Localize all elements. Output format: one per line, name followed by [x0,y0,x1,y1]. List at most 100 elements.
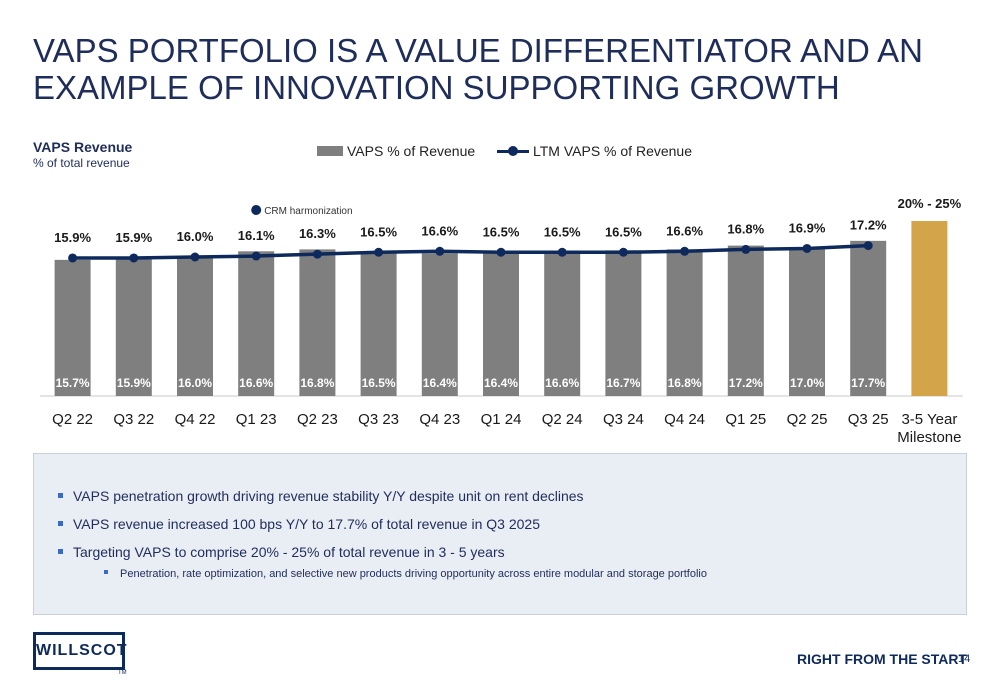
annotation-marker [251,205,262,215]
bullet-item: VAPS penetration growth driving revenue … [58,488,584,504]
bar [238,251,275,396]
x-tick-label: Q3 23 [358,411,399,428]
ltm-point [68,253,78,263]
bar [727,245,764,396]
ltm-value-label: 16.6% [666,223,703,238]
x-tick-label: 3-5 Year [901,411,957,428]
ltm-line [72,243,869,260]
bar-value-label: 16.7% [606,376,640,390]
x-tick-label: Milestone [897,429,961,446]
legend-label-line: LTM VAPS % of Revenue [533,143,692,159]
bar-value-label: 15.9% [117,376,151,390]
x-tick-label: Q2 24 [542,411,583,428]
bar [177,257,213,396]
bullet-item: VAPS revenue increased 100 bps Y/Y to 17… [58,516,540,532]
bar-value-label: 16.4% [484,376,518,390]
x-tick-label: Q2 23 [297,411,338,428]
ltm-value-label: 15.9% [54,230,91,245]
milestone-bar [911,221,948,396]
x-tick-label: Q3 22 [113,411,154,428]
ltm-point [863,241,873,251]
ltm-point [190,252,200,262]
bar-value-label: 16.8% [668,376,702,390]
bar [666,249,703,396]
tagline: RIGHT FROM THE START [797,651,968,667]
ltm-point [802,243,812,253]
logo-trademark: TM [118,670,127,676]
ltm-point [251,251,261,261]
bar-value-label: 16.6% [545,376,579,390]
ltm-value-label: 16.3% [299,226,336,241]
bar [421,253,458,396]
ltm-value-label: 15.9% [115,230,152,245]
bar-value-label: 15.7% [56,376,90,390]
bar [605,250,642,396]
bullet-marker [58,548,63,554]
x-tick-label: Q1 23 [236,411,277,428]
legend-label-bars: VAPS % of Revenue [347,143,476,159]
ltm-value-label: 16.6% [421,223,458,238]
x-tick-label: Q2 22 [52,411,93,428]
bar-value-label: 17.7% [851,376,885,390]
ltm-value-label: 16.5% [605,224,642,239]
notes-panel [33,453,967,615]
ltm-point [496,247,506,257]
ltm-point [435,246,445,256]
ltm-value-label: 16.1% [238,228,275,243]
willscot-logo: WILLSCOT [33,632,127,670]
ltm-value-label: 16.5% [483,224,520,239]
bullet-text: VAPS revenue increased 100 bps Y/Y to 17… [73,516,540,532]
x-tick-label: Q1 24 [481,411,522,428]
legend-item-bars: VAPS % of Revenue [317,143,475,159]
bar-value-label: 17.2% [729,376,763,390]
bar-value-label: 16.6% [239,376,273,390]
x-tick-label: Q4 24 [664,411,705,428]
chart-subtitle: % of total revenue [33,156,130,170]
x-tick-label: Q4 23 [419,411,460,428]
x-tick-label: Q1 25 [725,411,766,428]
sub-bullet-text: Penetration, rate optimization, and sele… [120,568,707,580]
ltm-value-label: 16.5% [544,224,581,239]
bar-value-label: 17.0% [790,376,824,390]
sub-bullet-marker [104,570,108,575]
bullet-marker [58,520,63,526]
page-title: VAPS PORTFOLIO IS A VALUE DIFFERENTIATOR… [33,32,924,106]
bar-value-label: 16.0% [178,376,212,390]
annotation-label: CRM harmonization [264,206,352,217]
ltm-value-label: 17.2% [850,218,887,233]
chart-title: VAPS Revenue [33,139,133,155]
sub-bullet-item: Penetration, rate optimization, and sele… [104,568,707,580]
ltm-value-label: 16.8% [727,221,764,236]
ltm-point [680,246,690,256]
legend-swatch-bar [317,146,343,156]
bullet-marker [58,492,63,498]
ltm-value-label: 16.0% [177,229,214,244]
ltm-value-label: 16.5% [360,224,397,239]
legend-swatch-line [497,145,529,157]
bullet-text: Targeting VAPS to comprise 20% - 25% of … [73,544,505,560]
bar-value-label: 16.5% [362,376,396,390]
ltm-point [618,247,628,257]
x-tick-label: Q2 25 [787,411,828,428]
bar [850,240,887,396]
milestone-label: 20% - 25% [898,196,962,211]
bar [544,251,581,396]
bar [115,257,152,396]
bullet-item: Targeting VAPS to comprise 20% - 25% of … [58,544,505,560]
vaps-revenue-chart: 15.7% 15.9% 16.0% 16.6% 16.8% 16.5% 16.4% 16.4%… [40,196,963,446]
bar [54,259,91,396]
bullet-text: VAPS penetration growth driving revenue … [73,488,584,504]
ltm-point [741,244,751,254]
bar [360,252,397,396]
ltm-point [374,247,384,257]
ltm-point [312,249,322,259]
legend-item-line: LTM VAPS % of Revenue [497,143,692,159]
bar [789,247,825,396]
bar [299,249,336,396]
page-number: 14 [958,653,971,665]
x-tick-label: Q4 22 [175,411,216,428]
ltm-value-label: 16.9% [789,220,826,235]
bar-value-label: 16.8% [300,376,334,390]
x-tick-label: Q3 25 [848,411,889,428]
ltm-point [129,253,139,263]
